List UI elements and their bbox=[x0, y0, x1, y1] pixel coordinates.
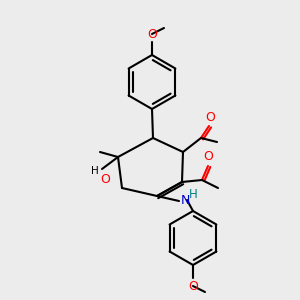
Text: H: H bbox=[91, 166, 99, 176]
Text: O: O bbox=[147, 28, 157, 41]
Text: H: H bbox=[189, 188, 198, 202]
Text: N: N bbox=[181, 194, 190, 206]
Text: O: O bbox=[188, 280, 198, 293]
Text: O: O bbox=[100, 173, 110, 186]
Text: O: O bbox=[203, 150, 213, 163]
Text: O: O bbox=[205, 111, 215, 124]
